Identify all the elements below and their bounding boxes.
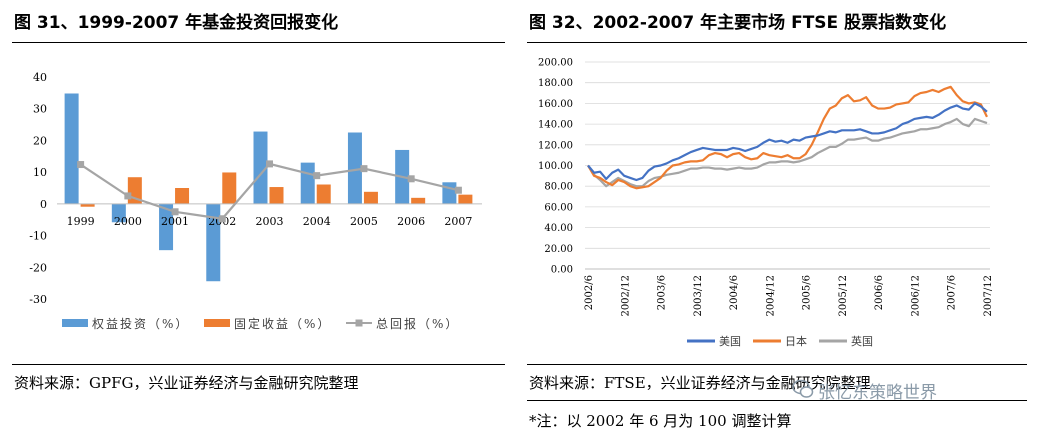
line-marker bbox=[407, 175, 415, 183]
x-tick-label: 2001 bbox=[161, 215, 189, 228]
right-chart-title: 图 32、2002-2007 年主要市场 FTSE 股票指数变化 bbox=[529, 13, 947, 33]
legend-label: 美国 bbox=[719, 335, 741, 348]
bar-fixed-income bbox=[175, 188, 190, 204]
legend-swatch bbox=[62, 319, 88, 327]
wechat-icon bbox=[792, 379, 814, 398]
x-tick-label: 2007 bbox=[444, 215, 472, 228]
bar-equity bbox=[300, 162, 315, 204]
y-tick-label: 0 bbox=[40, 198, 47, 211]
legend-swatch-marker bbox=[355, 319, 363, 327]
right-title-rule bbox=[527, 42, 1027, 43]
x-tick-label: 2005/12 bbox=[838, 275, 849, 317]
y-tick-label: 40 bbox=[33, 71, 47, 84]
y-tick-label: 60.00 bbox=[544, 202, 573, 213]
y-tick-label: 100.00 bbox=[538, 161, 573, 172]
x-tick-label: 2005/6 bbox=[802, 275, 813, 310]
line-marker bbox=[313, 172, 321, 180]
y-tick-label: 30 bbox=[33, 103, 47, 116]
x-tick-label: 2004 bbox=[303, 215, 331, 228]
bar-fixed-income bbox=[316, 184, 331, 204]
line-marker bbox=[218, 215, 226, 223]
y-tick-label: -10 bbox=[29, 230, 47, 243]
right-source-rule bbox=[527, 364, 1027, 365]
right-chart: 0.00 20.00 40.00 60.00 80.00 100.00 120.00 140.… bbox=[538, 58, 994, 349]
y-tick-label: 160.00 bbox=[538, 99, 573, 110]
bar-fixed-income bbox=[458, 194, 473, 204]
bar-fixed-income bbox=[411, 197, 426, 204]
line-marker bbox=[124, 192, 132, 200]
y-tick-label: 20 bbox=[33, 134, 47, 147]
line-marker bbox=[360, 165, 368, 173]
x-tick-label: 2002/6 bbox=[584, 275, 595, 310]
line-marker bbox=[454, 186, 462, 194]
legend-label: 固定收益（%） bbox=[234, 316, 331, 331]
y-tick-label: -30 bbox=[29, 293, 47, 306]
bar-fixed-income bbox=[222, 172, 237, 204]
x-tick-label: 1999 bbox=[67, 215, 95, 228]
x-tick-label: 2002/12 bbox=[620, 275, 631, 317]
x-tick-label: 2007/6 bbox=[947, 275, 958, 310]
x-tick-label: 2005 bbox=[350, 215, 378, 228]
x-tick-label: 2004/12 bbox=[765, 275, 776, 317]
x-tick-label: 2004/6 bbox=[729, 275, 740, 310]
right-note-rule bbox=[527, 400, 1027, 401]
legend-label: 日本 bbox=[785, 334, 807, 348]
y-tick-label: 120.00 bbox=[538, 140, 573, 151]
y-tick-label: 80.00 bbox=[544, 182, 573, 193]
bar-equity bbox=[442, 182, 457, 204]
line-japan bbox=[587, 85, 988, 190]
bar-equity bbox=[253, 131, 268, 204]
left-source-text: 资料来源：GPFG，兴业证券经济与金融研究院整理 bbox=[14, 374, 359, 392]
y-tick-label: 20.00 bbox=[544, 244, 573, 255]
legend-label: 英国 bbox=[851, 334, 873, 348]
x-tick-label: 2003/12 bbox=[693, 275, 704, 317]
y-tick-label: 140.00 bbox=[538, 120, 573, 131]
right-note-text: *注：以 2002 年 6 月为 100 调整计算 bbox=[529, 412, 792, 430]
y-tick-label: 10 bbox=[33, 166, 47, 179]
x-tick-label: 2000 bbox=[114, 215, 142, 228]
bar-equity bbox=[111, 203, 126, 223]
y-tick-label: 40.00 bbox=[544, 223, 573, 234]
y-tick-label: 0.00 bbox=[551, 265, 573, 276]
right-source-text: 资料来源：FTSE，兴业证券经济与金融研究院整理 bbox=[529, 374, 871, 392]
y-tick-label: -20 bbox=[29, 261, 47, 274]
bar-equity bbox=[64, 93, 79, 204]
x-tick-label: 2007/12 bbox=[983, 275, 994, 317]
line-marker bbox=[266, 160, 273, 168]
y-tick-label: 200.00 bbox=[538, 58, 573, 69]
line-us bbox=[587, 102, 988, 182]
x-tick-label: 2006/6 bbox=[874, 275, 885, 310]
left-source-rule bbox=[12, 364, 505, 365]
legend-label: 总回报（%） bbox=[376, 316, 459, 331]
line-marker bbox=[171, 208, 179, 216]
line-marker bbox=[77, 161, 85, 169]
bar-equity bbox=[347, 132, 362, 204]
bar-equity bbox=[159, 203, 174, 251]
legend-swatch bbox=[204, 319, 230, 327]
legend-label: 权益投资（%） bbox=[92, 316, 189, 331]
bar-equity bbox=[206, 203, 221, 282]
x-tick-label: 2003 bbox=[256, 215, 284, 228]
left-chart-title: 图 31、1999-2007 年基金投资回报变化 bbox=[14, 13, 339, 33]
y-tick-label: 180.00 bbox=[538, 78, 573, 89]
bar-fixed-income bbox=[80, 203, 95, 207]
x-tick-label: 2003/6 bbox=[657, 275, 668, 310]
bar-fixed-income bbox=[363, 191, 378, 204]
line-uk bbox=[587, 117, 988, 188]
bar-fixed-income bbox=[269, 187, 284, 204]
left-title-rule bbox=[12, 42, 505, 43]
x-tick-label: 2006 bbox=[397, 215, 425, 228]
left-chart: -30-20-100102030401999200020012002200320… bbox=[29, 71, 482, 331]
watermark-text: 张忆东策略世界 bbox=[818, 383, 937, 403]
x-tick-label: 2006/12 bbox=[910, 275, 921, 317]
